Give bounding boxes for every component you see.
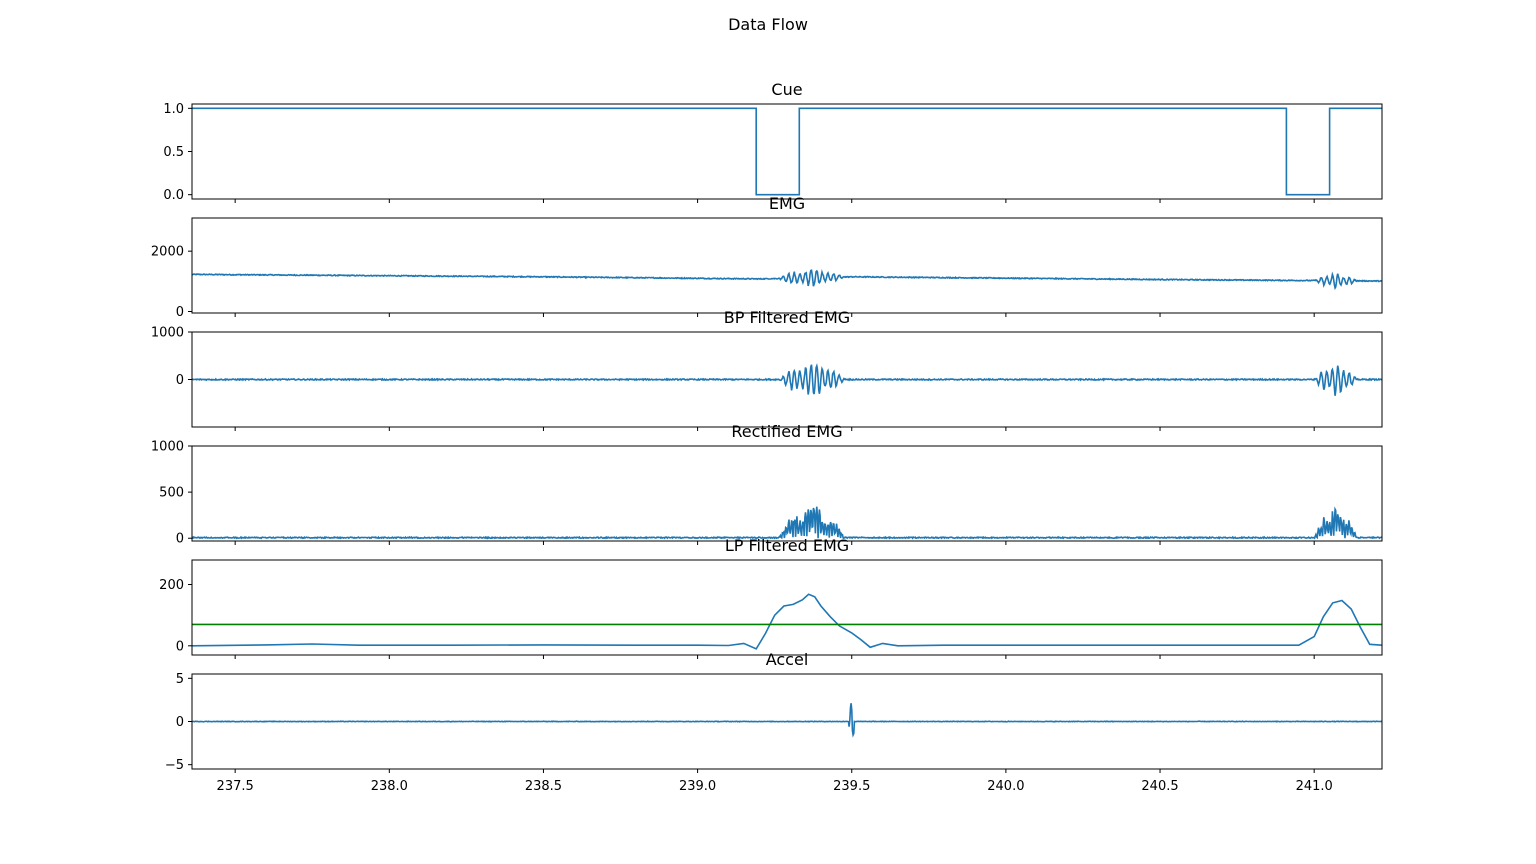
y-tick-label: 0 <box>176 373 184 388</box>
y-tick-label: 0.0 <box>163 188 184 203</box>
series-line-1 <box>192 362 1382 396</box>
y-tick-label: 1.0 <box>163 102 184 117</box>
x-tick-label: 241.0 <box>1296 779 1333 794</box>
subplot-2: EMG 0 2000 <box>151 194 1383 320</box>
y-tick-label: −5 <box>165 758 184 773</box>
y-tick-label: 0.5 <box>163 145 184 160</box>
subplot-title: EMG <box>769 194 805 213</box>
y-tick-label: 0 <box>176 305 184 320</box>
x-tick-label: 238.5 <box>525 779 562 794</box>
subplot-5: LP Filtered EMG 0 200 <box>159 536 1383 659</box>
axes-frame <box>191 445 1383 542</box>
figure-title: Data Flow <box>728 15 808 34</box>
y-tick-label: 1000 <box>151 440 184 455</box>
subplot-title: Rectified EMG <box>731 422 842 441</box>
axes-frame <box>191 559 1383 656</box>
series-line-1 <box>192 703 1382 738</box>
y-tick-label: 200 <box>159 578 184 593</box>
subplot-title: Accel <box>766 650 809 669</box>
x-tick-label: 237.5 <box>217 779 254 794</box>
series-line-1 <box>192 269 1382 291</box>
subplot-4: Rectified EMG 0 500 1000 <box>151 422 1383 547</box>
series-line-1 <box>192 107 1382 196</box>
axes-frame <box>191 103 1383 200</box>
y-tick-label: 5 <box>176 672 184 687</box>
series-line-1 <box>192 593 1382 650</box>
x-tick-label: 238.0 <box>371 779 408 794</box>
y-tick-label: 0 <box>176 639 184 654</box>
subplot-title: Cue <box>771 80 802 99</box>
x-tick-label: 240.0 <box>987 779 1024 794</box>
x-tick-label: 239.0 <box>679 779 716 794</box>
subplot-1: Cue 0.0 0.5 1.0 <box>163 80 1383 203</box>
y-tick-label: 500 <box>159 486 184 501</box>
subplot-title: BP Filtered EMG <box>724 308 850 327</box>
x-tick-label: 240.5 <box>1141 779 1178 794</box>
y-tick-label: 0 <box>176 715 184 730</box>
subplot-3: BP Filtered EMG 0 1000 <box>151 308 1383 431</box>
y-tick-label: 0 <box>176 532 184 547</box>
axes-frame <box>191 217 1383 314</box>
subplot-title: LP Filtered EMG <box>725 536 849 555</box>
y-tick-label: 1000 <box>151 326 184 341</box>
subplot-6: Accel −5 0 5 237.5 238.0 238.5 239.0 239.5 240.0 2… <box>165 650 1383 794</box>
x-tick-label: 239.5 <box>833 779 870 794</box>
y-tick-label: 2000 <box>151 245 184 260</box>
series-line-1 <box>192 506 1382 540</box>
